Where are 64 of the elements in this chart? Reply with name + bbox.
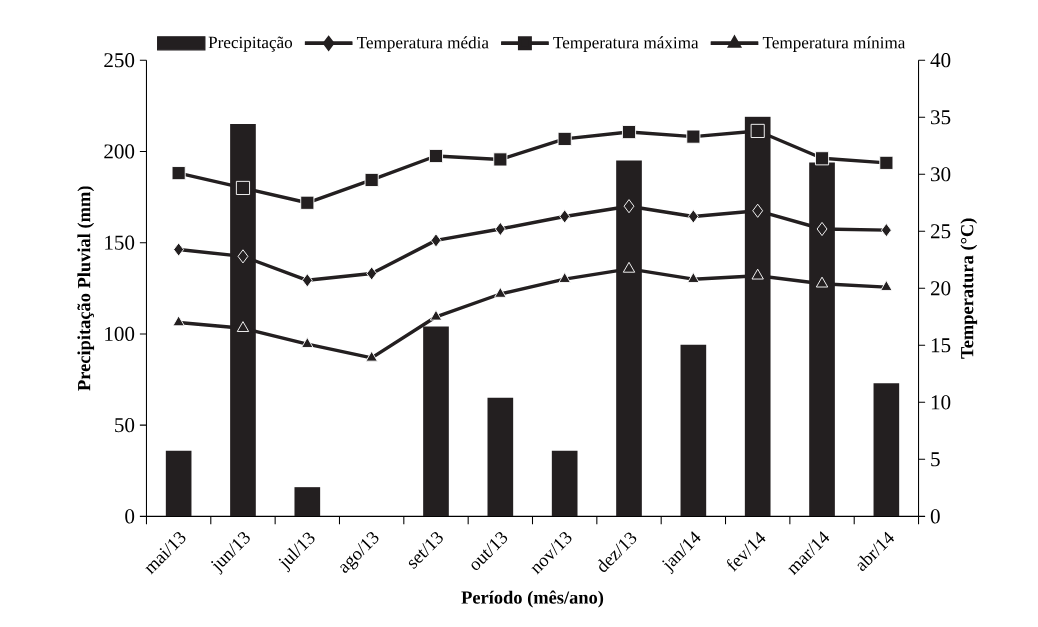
point (815, 276, 829, 288)
y2-tick-label: 15 (931, 338, 951, 353)
point (235, 180, 251, 196)
point (622, 261, 636, 273)
y-axis-title: Precipitação Pluvial (mm) (77, 186, 95, 391)
point (428, 149, 444, 164)
y2-tick-label: 25 (930, 224, 951, 239)
point (171, 166, 186, 181)
point (558, 272, 571, 283)
y-tick-label: 0 (125, 509, 135, 524)
point (301, 273, 313, 288)
y2-tick-label: 40 (930, 53, 951, 68)
point (621, 125, 637, 140)
bar (680, 344, 707, 517)
point (751, 268, 764, 280)
point (686, 129, 701, 144)
point (752, 203, 764, 218)
point (237, 249, 249, 264)
y-tick-label: 150 (105, 235, 135, 250)
y-tick-label: 250 (104, 53, 135, 68)
y-tick-label: 200 (104, 144, 135, 159)
point (236, 321, 250, 332)
point (172, 315, 185, 327)
legend-label: Temperatura máxima (553, 36, 699, 52)
y2-tick-label: 30 (931, 167, 951, 182)
point (814, 151, 830, 166)
legend-label: Temperatura média (356, 36, 489, 52)
point (429, 309, 443, 321)
point (173, 242, 185, 257)
point (301, 337, 314, 348)
y2-tick-label: 10 (931, 395, 951, 410)
bar (294, 487, 321, 517)
point (557, 131, 572, 146)
legend-label: Precipitação (208, 36, 293, 52)
point (687, 209, 699, 224)
bar (487, 397, 514, 517)
bar (165, 450, 192, 517)
point (623, 199, 635, 214)
point (365, 350, 378, 362)
y2-tick-label: 0 (930, 509, 940, 524)
point (880, 280, 893, 291)
y2-tick-label: 35 (931, 110, 951, 125)
point (494, 221, 506, 237)
x-axis-title: Período (mês/ano) (461, 590, 604, 608)
point (559, 209, 571, 224)
point (430, 233, 442, 248)
y-tick-label: 100 (105, 326, 135, 342)
y2-tick-label: 20 (930, 281, 951, 296)
point (687, 272, 700, 283)
point (300, 195, 315, 210)
point (750, 123, 765, 138)
point (366, 266, 378, 281)
bar (873, 383, 900, 517)
point (880, 223, 892, 238)
y2-axis-title: Temperatura (°C) (960, 218, 978, 359)
legend-label: Temperatura mínima (762, 36, 906, 52)
point (493, 152, 508, 167)
y-tick-label: 50 (115, 418, 135, 433)
point (816, 221, 828, 237)
point (494, 286, 507, 298)
bar (551, 450, 578, 517)
point (879, 155, 894, 170)
y2-tick-label: 5 (931, 452, 940, 467)
point (364, 172, 379, 188)
